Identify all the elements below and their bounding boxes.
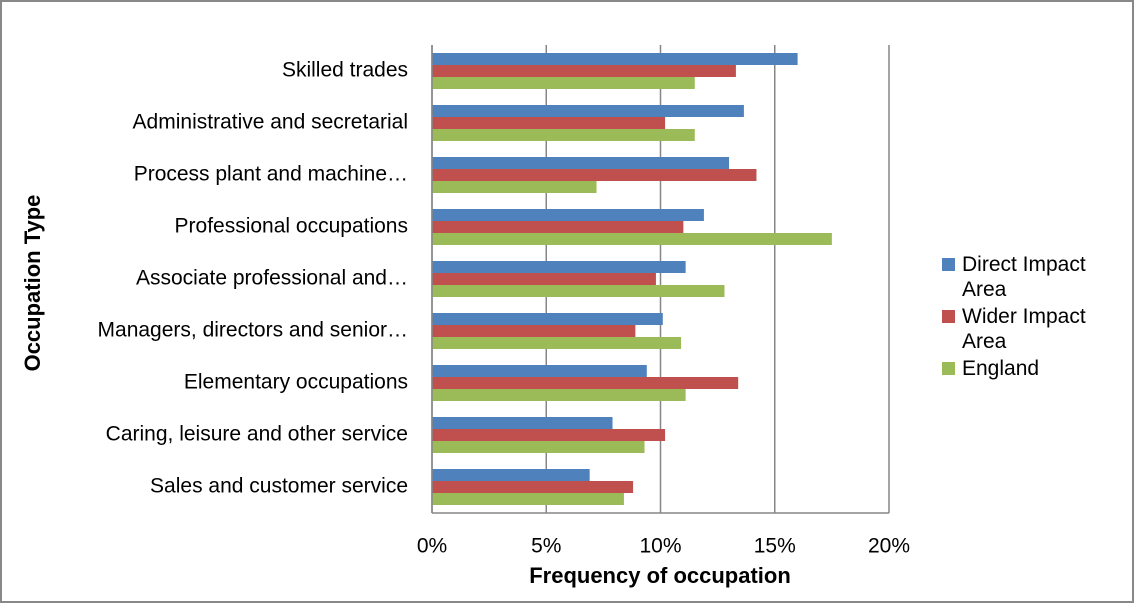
x-tick-label: 20% bbox=[868, 535, 910, 558]
legend-label: Wider Impact Area bbox=[962, 305, 1086, 353]
bar bbox=[432, 157, 730, 169]
x-tick-label: 5% bbox=[531, 535, 561, 558]
bar bbox=[432, 417, 613, 429]
bar bbox=[432, 325, 636, 337]
bar bbox=[432, 209, 704, 221]
bar bbox=[432, 181, 597, 193]
bar bbox=[432, 469, 590, 481]
legend-label: Direct Impact Area bbox=[962, 253, 1086, 301]
bar bbox=[432, 129, 695, 141]
y-tick-label: Caring, leisure and other service bbox=[106, 423, 408, 446]
x-tick-label: 15% bbox=[754, 535, 796, 558]
x-tick-label: 0% bbox=[417, 535, 447, 558]
y-tick-label: Associate professional and… bbox=[136, 267, 408, 290]
bar bbox=[432, 493, 624, 505]
y-tick-label: Sales and customer service bbox=[150, 475, 408, 498]
bar bbox=[432, 285, 725, 297]
bar bbox=[432, 273, 656, 285]
x-tick-label: 10% bbox=[639, 535, 681, 558]
y-axis-title: Occupation Type bbox=[20, 195, 45, 372]
legend-swatch bbox=[942, 362, 955, 375]
bar bbox=[432, 169, 757, 181]
y-tick-label: Skilled trades bbox=[282, 59, 408, 82]
bar bbox=[432, 65, 736, 77]
bar bbox=[432, 105, 744, 117]
legend-item: England bbox=[942, 356, 1132, 381]
bar bbox=[432, 429, 666, 441]
bar bbox=[432, 77, 695, 89]
bar bbox=[432, 233, 832, 245]
y-tick-label: Administrative and secretarial bbox=[133, 111, 408, 134]
legend-label: England bbox=[962, 357, 1040, 380]
legend-item: Direct Impact Area bbox=[942, 252, 1132, 302]
bar bbox=[432, 337, 682, 349]
legend: Direct Impact Area Wider Impact Area Engla… bbox=[942, 252, 1132, 383]
bar bbox=[432, 481, 634, 493]
legend-swatch bbox=[942, 310, 955, 323]
legend-swatch bbox=[942, 258, 955, 271]
bar bbox=[432, 261, 686, 273]
bar bbox=[432, 389, 686, 401]
bar bbox=[432, 313, 663, 325]
legend-item: Wider Impact Area bbox=[942, 304, 1132, 354]
bar bbox=[432, 377, 739, 389]
bar bbox=[432, 221, 684, 233]
y-tick-label: Managers, directors and senior… bbox=[98, 319, 408, 342]
bar bbox=[432, 441, 645, 453]
bar bbox=[432, 365, 647, 377]
y-tick-label: Professional occupations bbox=[175, 215, 408, 238]
bar bbox=[432, 53, 798, 65]
bar bbox=[432, 117, 666, 129]
y-tick-label: Process plant and machine… bbox=[134, 163, 408, 186]
y-tick-label: Elementary occupations bbox=[184, 371, 408, 394]
x-axis-title: Frequency of occupation bbox=[529, 563, 791, 588]
